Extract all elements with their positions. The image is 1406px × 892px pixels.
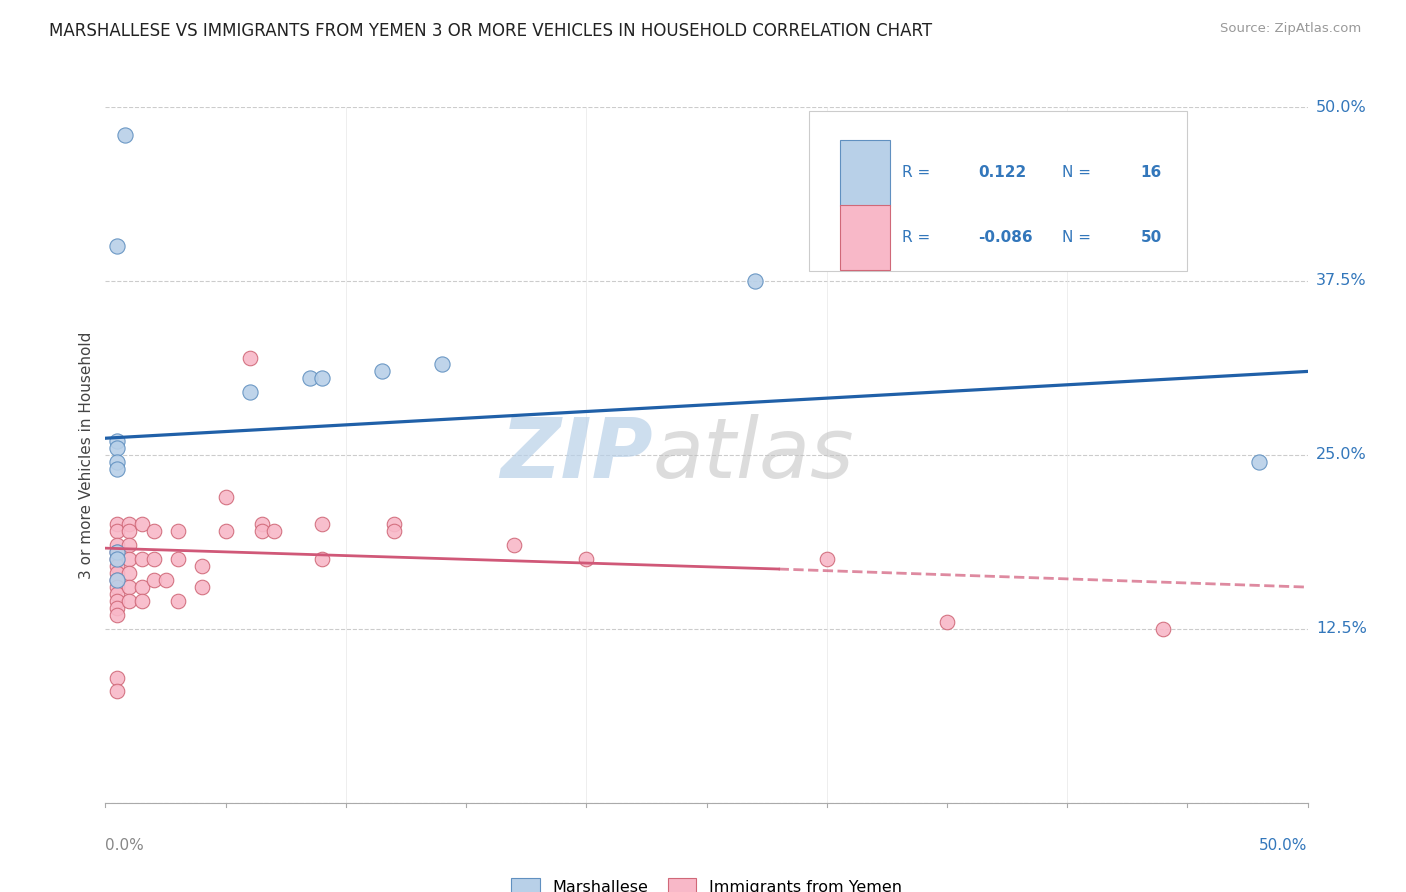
Point — [107, 566, 129, 581]
Point — [815, 552, 838, 566]
Point — [166, 594, 188, 608]
Legend: Marshallese, Immigrants from Yemen: Marshallese, Immigrants from Yemen — [505, 871, 908, 892]
Point — [107, 441, 129, 455]
Text: 0.122: 0.122 — [979, 166, 1026, 180]
Point — [107, 607, 129, 622]
Point — [118, 580, 141, 594]
Text: N =: N = — [1063, 166, 1091, 180]
Point — [107, 434, 129, 448]
Text: N =: N = — [1063, 230, 1091, 244]
Point — [131, 552, 153, 566]
FancyBboxPatch shape — [808, 111, 1187, 270]
Point — [107, 552, 129, 566]
Text: 50.0%: 50.0% — [1316, 100, 1367, 114]
Y-axis label: 3 or more Vehicles in Household: 3 or more Vehicles in Household — [79, 331, 94, 579]
Point — [131, 580, 153, 594]
Text: 0.0%: 0.0% — [105, 838, 145, 854]
Point — [575, 552, 598, 566]
Point — [250, 524, 273, 539]
Text: 16: 16 — [1140, 166, 1161, 180]
Point — [166, 524, 188, 539]
Point — [142, 524, 165, 539]
Point — [311, 517, 333, 532]
Point — [239, 385, 262, 400]
Point — [503, 538, 526, 552]
Point — [131, 517, 153, 532]
Point — [107, 517, 129, 532]
Point — [311, 371, 333, 385]
Text: Source: ZipAtlas.com: Source: ZipAtlas.com — [1220, 22, 1361, 36]
Point — [214, 490, 236, 504]
Point — [166, 552, 188, 566]
Text: atlas: atlas — [652, 415, 853, 495]
Point — [382, 517, 405, 532]
Text: 50: 50 — [1140, 230, 1161, 244]
Text: MARSHALLESE VS IMMIGRANTS FROM YEMEN 3 OR MORE VEHICLES IN HOUSEHOLD CORRELATION: MARSHALLESE VS IMMIGRANTS FROM YEMEN 3 O… — [49, 22, 932, 40]
Point — [118, 566, 141, 581]
Point — [114, 128, 136, 142]
Point — [107, 545, 129, 559]
Point — [250, 517, 273, 532]
Point — [142, 552, 165, 566]
Point — [131, 594, 153, 608]
Point — [107, 545, 129, 559]
Point — [118, 538, 141, 552]
Point — [118, 594, 141, 608]
Point — [107, 684, 129, 698]
Point — [107, 573, 129, 587]
Text: 37.5%: 37.5% — [1316, 274, 1367, 288]
Point — [107, 552, 129, 566]
Text: -0.086: -0.086 — [979, 230, 1033, 244]
Text: 12.5%: 12.5% — [1316, 622, 1367, 636]
Point — [107, 580, 129, 594]
Point — [118, 517, 141, 532]
Point — [430, 358, 453, 372]
Point — [298, 371, 321, 385]
Point — [142, 573, 165, 587]
Text: 25.0%: 25.0% — [1316, 448, 1367, 462]
Point — [107, 594, 129, 608]
Point — [214, 524, 236, 539]
Point — [107, 573, 129, 587]
Point — [190, 559, 212, 574]
Point — [107, 455, 129, 469]
Point — [239, 351, 262, 365]
Point — [118, 552, 141, 566]
Point — [118, 524, 141, 539]
Point — [155, 573, 177, 587]
Point — [1249, 455, 1271, 469]
Point — [190, 580, 212, 594]
Point — [311, 552, 333, 566]
Point — [107, 587, 129, 601]
Point — [107, 671, 129, 685]
Point — [107, 524, 129, 539]
Point — [382, 524, 405, 539]
Point — [107, 601, 129, 615]
Text: R =: R = — [903, 166, 931, 180]
Text: R =: R = — [903, 230, 931, 244]
Point — [107, 559, 129, 574]
Point — [936, 615, 959, 629]
Point — [263, 524, 285, 539]
Text: 50.0%: 50.0% — [1260, 838, 1308, 854]
Point — [1152, 622, 1174, 636]
FancyBboxPatch shape — [839, 204, 890, 270]
Text: ZIP: ZIP — [499, 415, 652, 495]
Point — [107, 462, 129, 476]
Point — [744, 274, 766, 288]
Point — [107, 538, 129, 552]
Point — [371, 364, 394, 378]
Point — [107, 239, 129, 253]
FancyBboxPatch shape — [839, 140, 890, 206]
